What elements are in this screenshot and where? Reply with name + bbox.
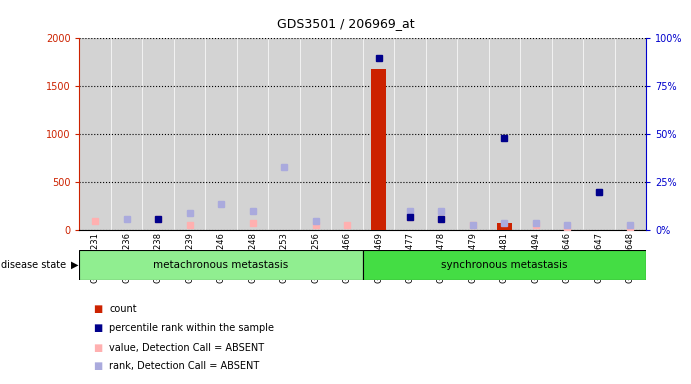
Bar: [268, 38, 300, 230]
Bar: [79, 250, 363, 280]
Text: ▶: ▶: [71, 260, 78, 270]
Bar: [372, 69, 386, 230]
Text: rank, Detection Call = ABSENT: rank, Detection Call = ABSENT: [109, 361, 259, 371]
Text: ■: ■: [93, 343, 102, 353]
Text: ■: ■: [93, 304, 102, 314]
Bar: [205, 38, 237, 230]
Bar: [237, 38, 268, 230]
Bar: [363, 38, 395, 230]
Text: percentile rank within the sample: percentile rank within the sample: [109, 323, 274, 333]
Bar: [457, 38, 489, 230]
Bar: [498, 223, 511, 230]
Bar: [520, 38, 551, 230]
Bar: [300, 38, 331, 230]
Text: GDS3501 / 206969_at: GDS3501 / 206969_at: [276, 17, 415, 30]
Bar: [363, 250, 646, 280]
Bar: [111, 38, 142, 230]
Bar: [614, 38, 646, 230]
Bar: [426, 38, 457, 230]
Text: value, Detection Call = ABSENT: value, Detection Call = ABSENT: [109, 343, 264, 353]
Bar: [551, 38, 583, 230]
Bar: [489, 38, 520, 230]
Text: ■: ■: [93, 361, 102, 371]
Bar: [395, 38, 426, 230]
Bar: [174, 38, 205, 230]
Text: disease state: disease state: [1, 260, 66, 270]
Text: synchronous metastasis: synchronous metastasis: [441, 260, 568, 270]
Bar: [583, 38, 614, 230]
Text: ■: ■: [93, 323, 102, 333]
Text: count: count: [109, 304, 137, 314]
Bar: [79, 38, 111, 230]
Bar: [142, 38, 174, 230]
Bar: [331, 38, 363, 230]
Text: metachronous metastasis: metachronous metastasis: [153, 260, 289, 270]
